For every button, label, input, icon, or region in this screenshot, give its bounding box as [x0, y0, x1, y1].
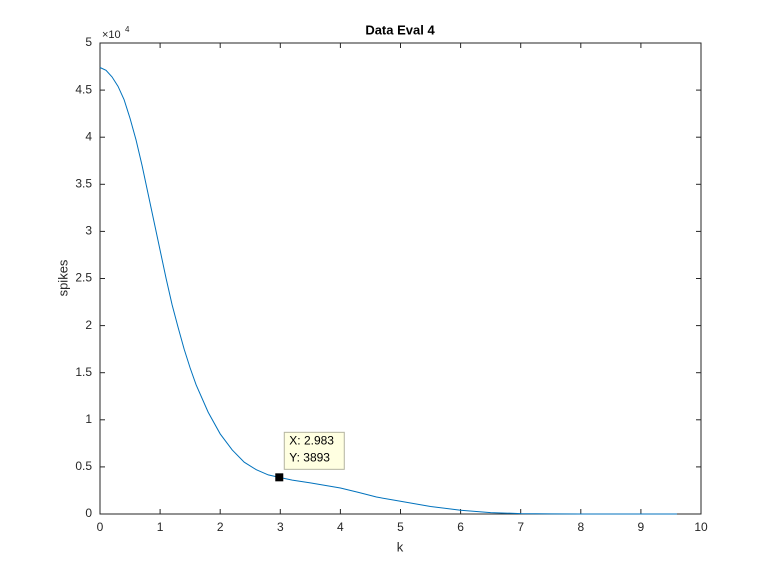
x-tick-label: 4 — [337, 520, 344, 534]
y-tick-label: 4 — [85, 129, 92, 143]
y-tick-label: 5 — [85, 35, 92, 49]
y-tick-label: 0.5 — [75, 459, 92, 473]
y-tick-label: 1.5 — [75, 365, 92, 379]
data-line — [99, 67, 677, 515]
x-tick-label: 3 — [277, 520, 284, 534]
x-tick-label: 2 — [217, 520, 224, 534]
x-tick-label: 6 — [457, 520, 464, 534]
y-tick-label: 2 — [85, 318, 92, 332]
x-tick-label: 8 — [577, 520, 584, 534]
y-tick-label: 0 — [85, 506, 92, 520]
y-axis-label: spikes — [55, 259, 70, 296]
datatip-box — [283, 431, 345, 470]
datatip-marker — [275, 473, 284, 482]
x-tick-label: 7 — [517, 520, 524, 534]
y-tick-label: 4.5 — [75, 82, 92, 96]
y-tick-label: 1 — [85, 412, 92, 426]
datatip-label: Y: 3893 — [289, 450, 330, 464]
y-tick-label: 2.5 — [75, 271, 92, 285]
x-axis-label: k — [397, 539, 404, 554]
plot-box — [99, 42, 702, 515]
y-multiplier-base: ×10 — [102, 29, 121, 41]
x-tick-label: 5 — [397, 520, 404, 534]
x-tick-label: 0 — [97, 520, 104, 534]
x-tick-label: 10 — [694, 520, 708, 534]
x-tick-label: 9 — [638, 520, 645, 534]
x-tick-label: 1 — [157, 520, 164, 534]
y-tick-label: 3 — [85, 224, 92, 238]
datatip-label: X: 2.983 — [289, 433, 334, 447]
y-multiplier-exponent: 4 — [125, 25, 130, 34]
y-tick-label: 3.5 — [75, 176, 92, 190]
chart-title: Data Eval 4 — [365, 22, 435, 37]
